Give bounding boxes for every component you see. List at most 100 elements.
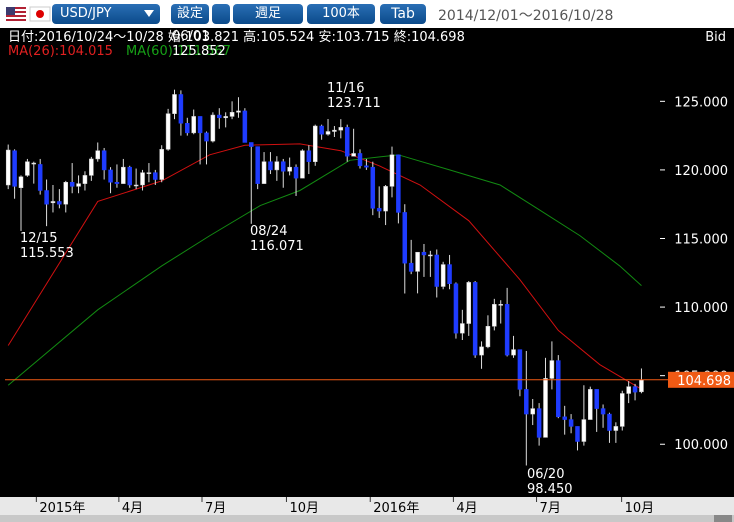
candle-body — [434, 254, 440, 287]
candle-body — [274, 161, 280, 171]
candle-body — [549, 360, 555, 379]
candle-body — [453, 283, 459, 334]
price-side: Bid — [705, 30, 726, 45]
annotation-price: 98.450 — [527, 482, 573, 497]
candle-body — [261, 161, 267, 184]
candle-body — [319, 125, 324, 135]
candle-body — [25, 161, 30, 176]
candle-body — [127, 166, 132, 186]
candle-body — [63, 182, 69, 205]
annotation-date: 06/01 — [172, 29, 209, 44]
candle-body — [210, 114, 216, 142]
scroll-thumb[interactable] — [714, 515, 732, 522]
last-price-label: 104.698 — [677, 374, 731, 389]
toolbar: USD/JPY 設定 週足 100本 Tab 2014/12/01～2016/1… — [0, 0, 734, 28]
x-tick-label: 2015年 — [39, 501, 85, 516]
candle-body — [95, 150, 100, 160]
candle-body — [140, 172, 145, 186]
candle-body — [300, 150, 305, 179]
info-line: 日付:2016/10/24～10/28 始:103.821 高:105.524 … — [8, 29, 465, 45]
candle-body — [178, 94, 184, 124]
candle-body — [600, 408, 606, 415]
candle-body — [108, 169, 113, 183]
x-tick-label: 7月 — [540, 501, 561, 516]
candle-body — [460, 323, 465, 334]
candle-body — [5, 149, 11, 186]
candle-body — [287, 166, 292, 172]
candle-body — [607, 413, 612, 431]
candle-body — [511, 349, 516, 356]
candle-body — [594, 389, 599, 409]
annotation-date: 12/15 — [20, 231, 57, 246]
candle-body — [332, 129, 337, 132]
candle-body — [57, 201, 62, 205]
count-button[interactable]: 100本 — [307, 4, 375, 24]
period-button[interactable]: 週足 — [233, 4, 303, 24]
x-tick-label: 10月 — [289, 501, 319, 516]
candle-body — [37, 164, 43, 191]
candle-body — [626, 386, 631, 394]
candle-body — [402, 212, 408, 264]
candle-body — [376, 208, 382, 212]
candle-body — [217, 114, 222, 119]
candle-body — [524, 389, 529, 415]
candle-body — [197, 116, 203, 134]
chart: 日付:2016/10/24～10/28 始:103.821 高:105.524 … — [0, 28, 734, 522]
candle-body — [249, 142, 254, 147]
date-range: 2014/12/01～2016/10/28 — [438, 8, 614, 24]
annotation-date: 08/24 — [250, 224, 287, 239]
candle-body — [408, 262, 414, 272]
candle-body — [268, 161, 273, 171]
candle-body — [415, 251, 420, 272]
y-tick-label: 110.000 — [674, 301, 728, 316]
candle-body — [69, 182, 75, 187]
x-tick-label: 4月 — [122, 501, 143, 516]
candle-body — [76, 183, 81, 187]
candle-body — [236, 110, 241, 113]
candle-body — [370, 166, 376, 209]
candle-body — [31, 162, 37, 165]
candle-body — [338, 127, 344, 131]
candle-body — [146, 172, 152, 174]
scrollbar[interactable] — [0, 515, 734, 522]
candle-body — [50, 201, 56, 204]
last-price-box — [668, 371, 734, 388]
x-tick-label: 10月 — [625, 501, 655, 516]
candle-body — [357, 153, 363, 167]
candle-body — [632, 386, 638, 393]
candle-body — [383, 186, 388, 212]
tool-icon[interactable] — [212, 4, 230, 24]
candle-body — [389, 154, 395, 187]
candle-body — [479, 346, 484, 356]
candle-body — [530, 408, 535, 415]
settings-button[interactable]: 設定 — [171, 4, 209, 24]
candle-body — [229, 112, 235, 117]
x-tick-label: 2016年 — [373, 501, 419, 516]
candle-body — [191, 116, 196, 134]
candle-body — [472, 282, 478, 356]
y-tick-label: 125.000 — [674, 95, 728, 110]
candle-body — [280, 161, 286, 172]
candle-body — [114, 182, 120, 184]
candle-body — [581, 419, 587, 442]
candle-body — [440, 264, 446, 287]
symbol[interactable]: USD/JPY — [52, 4, 160, 24]
tab-button[interactable]: Tab — [380, 4, 426, 24]
candle-body — [133, 184, 139, 187]
candle-body — [242, 110, 248, 143]
candle-body — [204, 132, 209, 142]
candle-body — [44, 190, 49, 205]
candle-body — [613, 426, 619, 431]
candle-body — [293, 166, 299, 179]
candle-body — [159, 149, 164, 180]
candle-body — [185, 123, 190, 134]
candle-body — [517, 349, 523, 390]
candle-body — [568, 419, 574, 427]
flags — [6, 6, 51, 22]
candle-body — [325, 131, 331, 135]
candle-body — [536, 408, 542, 438]
candle-body — [492, 304, 497, 327]
candle-body — [575, 426, 580, 442]
candle-body — [89, 158, 94, 176]
x-tick-label: 7月 — [205, 501, 226, 516]
